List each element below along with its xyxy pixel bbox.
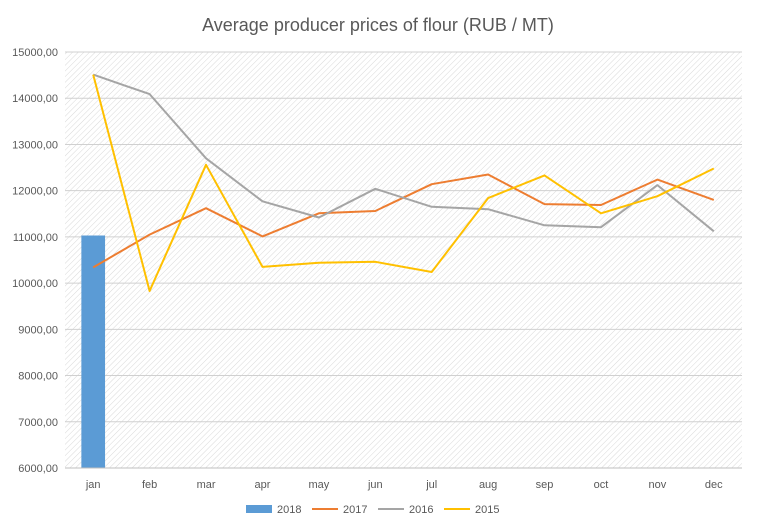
x-tick-label: jul bbox=[425, 479, 437, 491]
chart-title: Average producer prices of flour (RUB / … bbox=[202, 15, 554, 35]
gridlines bbox=[65, 51, 742, 423]
legend-label-2018: 2018 bbox=[277, 504, 301, 516]
legend: 2018 2017 2016 2015 bbox=[246, 504, 499, 516]
y-tick-label: 10000,00 bbox=[12, 278, 58, 290]
x-tick-label: oct bbox=[594, 479, 609, 491]
y-tick-label: 14000,00 bbox=[12, 93, 58, 105]
line-series bbox=[92, 73, 715, 292]
line-series-2015 bbox=[92, 74, 715, 292]
x-tick-label: apr bbox=[255, 479, 271, 491]
legend-label-2017: 2017 bbox=[343, 504, 367, 516]
x-tick-label: dec bbox=[705, 479, 723, 491]
x-tick-label: mar bbox=[197, 479, 216, 491]
y-tick-label: 12000,00 bbox=[12, 186, 58, 198]
y-tick-label: 8000,00 bbox=[18, 371, 58, 383]
x-tick-label: jun bbox=[367, 479, 383, 491]
y-tick-label: 11000,00 bbox=[13, 232, 58, 244]
legend-label-2016: 2016 bbox=[409, 504, 433, 516]
x-tick-label: jan bbox=[85, 479, 101, 491]
y-axis-ticks: 6000,00 7000,00 8000,00 9000,00 10000,00 1100… bbox=[12, 47, 58, 475]
x-tick-label: aug bbox=[479, 479, 497, 491]
x-tick-label: may bbox=[308, 479, 329, 491]
y-tick-label: 9000,00 bbox=[18, 324, 58, 336]
x-tick-label: sep bbox=[536, 479, 554, 491]
bar-series bbox=[81, 235, 106, 468]
y-tick-label: 15000,00 bbox=[12, 47, 58, 59]
bar-2018 bbox=[81, 235, 106, 468]
x-tick-label: feb bbox=[142, 479, 157, 491]
legend-label-2015: 2015 bbox=[475, 504, 499, 516]
legend-swatch-2018 bbox=[246, 505, 272, 513]
y-tick-label: 6000,00 bbox=[18, 463, 58, 475]
line-series-2016 bbox=[92, 73, 715, 233]
x-tick-label: nov bbox=[649, 479, 667, 491]
plot-area bbox=[65, 52, 742, 468]
x-axis-ticks: jan feb mar apr may jun jul aug sep oct nov dec bbox=[85, 479, 723, 491]
y-tick-label: 7000,00 bbox=[18, 417, 58, 429]
y-tick-label: 13000,00 bbox=[12, 139, 58, 151]
